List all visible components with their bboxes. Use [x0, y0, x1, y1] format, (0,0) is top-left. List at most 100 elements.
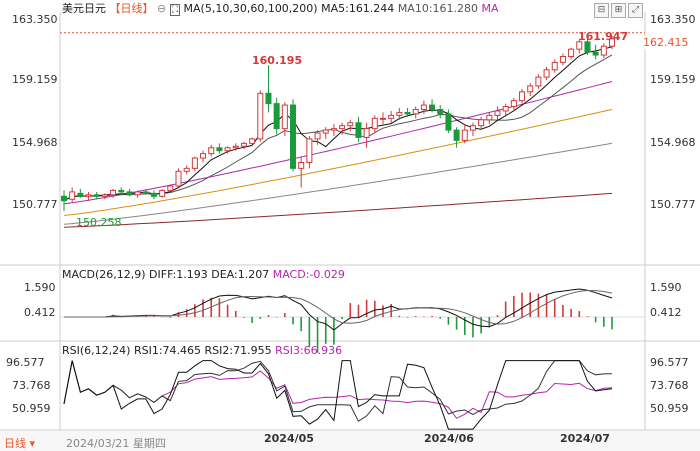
chevron-down-icon[interactable]: ▾ — [29, 437, 36, 450]
macd-title: MACD(26,12,9) — [62, 268, 146, 281]
macd-tick-right-2: 0.412 — [650, 306, 682, 319]
rsi-title: RSI(6,12,24) — [62, 344, 131, 357]
candle-body — [101, 194, 108, 197]
candle-body — [249, 138, 256, 144]
candle-body — [200, 153, 207, 159]
candle-body — [281, 104, 288, 130]
fullscreen-icon[interactable]: ⤢ — [628, 3, 643, 18]
rsi-header: RSI(6,12,24) RSI1:74.465 RSI2:71.955 RSI… — [62, 344, 342, 358]
candle-body — [339, 125, 346, 130]
candle-body — [519, 91, 526, 102]
candle-body — [85, 194, 92, 197]
candle-body — [551, 61, 558, 71]
ma10-label: MA10:161.280 — [397, 2, 479, 15]
candle-body — [314, 132, 321, 140]
candle-body — [77, 192, 84, 197]
period-selector[interactable]: 日线 ▾ — [4, 437, 35, 450]
macd-tick-1: 1.590 — [24, 281, 56, 294]
rsi1-label: RSI1:74.465 — [133, 344, 202, 357]
toggle-icon[interactable]: ⊖ — [157, 2, 167, 15]
rsi-tick-right-1: 96.577 — [650, 356, 689, 369]
rsi-tick-2: 73.768 — [12, 379, 51, 392]
candle-body — [568, 48, 575, 58]
x-tick-july: 2024/07 — [560, 432, 610, 445]
candle-body — [396, 111, 403, 116]
rsi-tick-3: 50.959 — [12, 402, 51, 415]
macd-diff: DIFF:1.193 — [149, 268, 208, 281]
candle-body — [510, 100, 517, 108]
candle-body — [306, 138, 313, 163]
candle-body — [167, 185, 174, 191]
symbol-label: 美元日元 — [62, 2, 106, 15]
candle-body — [404, 111, 411, 115]
candle-body — [502, 106, 509, 112]
candle-body — [388, 114, 395, 119]
ma5-line — [63, 46, 613, 202]
y-tick-2: 159.159 — [650, 73, 696, 86]
y-tick-1: 163.350 — [650, 13, 696, 26]
rsi3-label: RSI3:66.936 — [275, 344, 343, 357]
candle-body — [469, 125, 476, 131]
candle-body — [126, 191, 133, 196]
candle-body — [379, 117, 386, 120]
candle-body — [347, 122, 354, 127]
ma100-line — [63, 142, 613, 225]
candle-body — [576, 41, 583, 50]
ma5-label: MA5:161.244 — [321, 2, 395, 15]
rsi2-label: RSI2:71.955 — [204, 344, 272, 357]
candle-body — [453, 129, 460, 141]
candle-body — [543, 69, 550, 78]
candle-body — [265, 92, 272, 105]
ma-settings-icon[interactable]: ⛶ — [169, 4, 181, 16]
rsi-tick-right-2: 73.768 — [650, 379, 689, 392]
y-tick-4: 150.777 — [650, 198, 696, 211]
candle-body — [61, 195, 67, 202]
zoom-in-icon[interactable]: ⊞ — [611, 3, 626, 18]
dea-line — [64, 289, 613, 325]
rsi2-line — [63, 360, 613, 422]
candle-body — [208, 147, 215, 155]
period-label[interactable]: 日线 — [4, 437, 26, 450]
candle-body — [224, 147, 231, 152]
candle-body — [159, 189, 166, 197]
low-annotation: 150.258 — [76, 216, 122, 229]
candle-body — [118, 189, 125, 193]
macd-dea: DEA:1.207 — [211, 268, 270, 281]
candle-body — [445, 113, 452, 131]
candle-body — [429, 104, 436, 110]
candle-body — [371, 117, 378, 130]
y-tick-left-1: 163.350 — [12, 13, 58, 26]
candle-body — [216, 147, 223, 152]
footer-bar — [0, 431, 700, 451]
candle-body — [134, 191, 141, 196]
candle-body — [584, 41, 591, 53]
candle-body — [420, 104, 427, 110]
candle-body — [437, 108, 444, 115]
candle-body — [191, 157, 198, 169]
candle-body — [527, 85, 534, 93]
candle-body — [183, 167, 190, 172]
macd-tick-right-1: 1.590 — [650, 281, 682, 294]
ma200-line — [63, 192, 613, 228]
zoom-out-icon[interactable]: ⊟ — [594, 3, 609, 18]
candle-body — [110, 189, 117, 196]
y-tick-3: 154.968 — [650, 136, 696, 149]
rsi-tick-1: 96.577 — [6, 356, 45, 369]
period-tag[interactable]: 【日线】 — [109, 2, 154, 15]
macd-tick-2: 0.412 — [24, 306, 56, 319]
candle-body — [150, 192, 157, 197]
candle-body — [494, 110, 501, 116]
candle-body — [535, 76, 542, 87]
y-tick-left-3: 154.968 — [12, 136, 58, 149]
candle-body — [478, 119, 485, 127]
candle-body — [93, 194, 100, 197]
x-tick-may: 2024/05 — [264, 432, 314, 445]
macd-header: MACD(26,12,9) DIFF:1.193 DEA:1.207 MACD:… — [62, 268, 345, 282]
candle-body — [240, 142, 247, 147]
candle-body — [363, 128, 370, 138]
candle-body — [69, 191, 76, 200]
candle-body — [290, 104, 297, 169]
ma60-line — [63, 109, 613, 216]
high-annotation-1: 160.195 — [252, 54, 303, 67]
